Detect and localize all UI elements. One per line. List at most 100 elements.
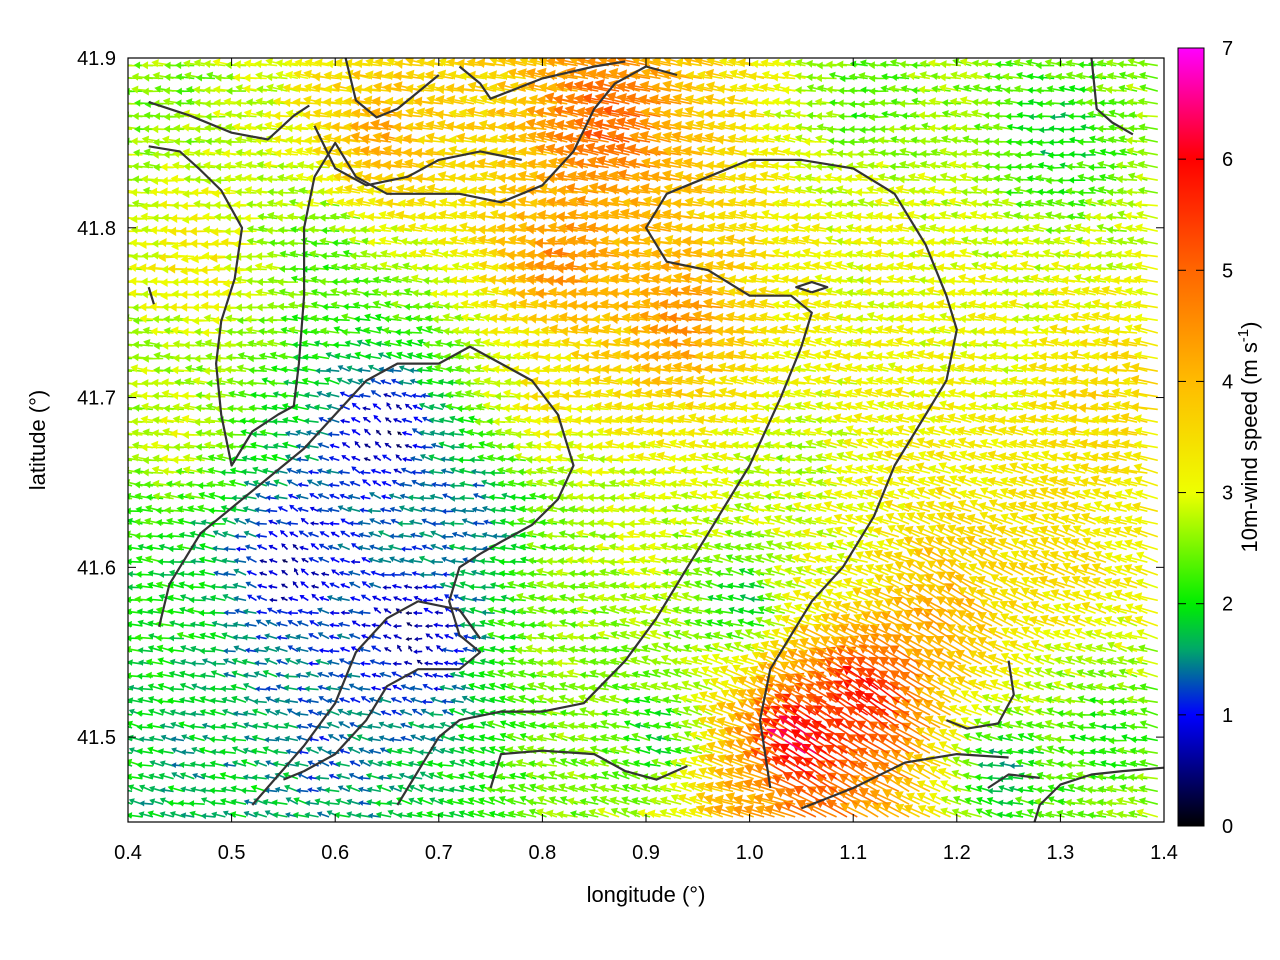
wind-arrow-head — [117, 749, 123, 756]
wind-arrow-shaft — [594, 811, 609, 818]
wind-arrow-head — [610, 758, 618, 766]
wind-arrow-shaft — [606, 773, 620, 780]
wind-arrow-head — [497, 810, 505, 818]
wind-arrow-shaft — [473, 787, 485, 793]
wind-arrow-head — [579, 758, 587, 766]
wind-arrow-head — [526, 771, 534, 780]
wind-arrow-shaft — [801, 789, 827, 805]
wind-arrow-head — [149, 760, 156, 767]
wind-arrow-shaft — [258, 762, 268, 767]
wind-arrow-shaft — [1072, 812, 1086, 818]
wind-arrow-shaft — [360, 814, 371, 818]
wind-arrow-head — [1105, 798, 1113, 807]
wind-arrow-shaft — [433, 713, 443, 716]
wind-arrow-shaft — [1132, 788, 1148, 793]
wind-arrow-shaft — [235, 801, 247, 805]
wind-arrow-head — [976, 785, 983, 792]
wind-arrow-head — [659, 784, 667, 793]
wind-arrow-shaft — [235, 738, 247, 742]
wind-arrow-shaft — [502, 789, 516, 793]
wind-arrow-head — [488, 810, 496, 818]
wind-arrow-head — [190, 786, 197, 793]
wind-arrow-shaft — [864, 751, 889, 767]
wind-arrow-shaft — [172, 787, 185, 793]
wind-arrow-shaft — [464, 761, 475, 767]
wind-arrow-shaft — [1040, 762, 1055, 767]
wind-arrow-head — [713, 804, 724, 815]
wind-arrow-shaft — [442, 814, 454, 818]
wind-arrow-head — [159, 787, 166, 794]
wind-arrow-head — [825, 760, 836, 770]
wind-arrow-head — [367, 759, 374, 766]
wind-arrow-head — [950, 784, 959, 793]
wind-arrow-head — [358, 786, 364, 793]
wind-arrow-head — [242, 774, 249, 781]
wind-arrow-head — [578, 772, 586, 781]
wind-arrow-head — [116, 698, 122, 705]
wind-arrow-shaft — [340, 775, 350, 780]
wind-arrow-head — [997, 799, 1004, 807]
wind-arrow-head — [446, 798, 454, 806]
wind-arrow-head — [659, 808, 668, 817]
wind-arrow-shaft — [666, 799, 682, 805]
wind-arrow-head — [314, 774, 321, 781]
wind-arrow-shaft — [1091, 801, 1107, 805]
wind-arrow-head — [940, 795, 949, 804]
wind-arrow-head — [285, 748, 291, 755]
wind-arrow-shaft — [258, 662, 267, 665]
wind-arrow-head — [559, 796, 567, 803]
wind-arrow-shaft — [1144, 787, 1158, 793]
wind-arrow-shaft — [626, 748, 641, 754]
wind-arrow-head — [621, 759, 629, 767]
wind-arrow-head — [724, 767, 735, 777]
wind-arrow-shaft — [596, 775, 609, 780]
wind-arrow-head — [882, 789, 893, 799]
wind-arrow-head — [406, 811, 413, 819]
wind-arrow-head — [271, 799, 278, 806]
wind-arrow-head — [1076, 797, 1084, 805]
wind-arrow-head — [324, 787, 330, 794]
wind-arrow-shaft — [401, 762, 413, 767]
wind-arrow-shaft — [381, 814, 392, 818]
wind-arrow-shaft — [381, 786, 392, 793]
wind-arrow-shaft — [301, 774, 309, 780]
wind-arrow-shaft — [675, 774, 692, 780]
wind-arrow-head — [219, 798, 227, 805]
wind-arrow-head — [478, 784, 486, 791]
wind-arrow-head — [704, 753, 715, 763]
wind-arrow-head — [1065, 761, 1072, 769]
wind-arrow-shaft — [128, 801, 133, 805]
wind-arrow-head — [112, 506, 119, 514]
wind-arrow-shaft — [800, 760, 827, 780]
wind-arrow-shaft — [216, 813, 226, 818]
wind-arrow-shaft — [340, 763, 350, 767]
wind-arrow-shaft — [911, 755, 931, 767]
wind-arrow-shaft — [329, 802, 340, 805]
wind-arrow-head — [659, 796, 668, 805]
wind-arrow-head — [917, 805, 927, 814]
wind-arrow-head — [664, 759, 671, 767]
wind-arrow-shaft — [967, 812, 982, 818]
wind-arrow-head — [644, 761, 651, 768]
wind-arrow-shaft — [494, 748, 506, 754]
wind-arrow-head — [1045, 758, 1053, 766]
wind-arrow-shaft — [321, 813, 330, 818]
wind-arrow-shaft — [142, 750, 154, 754]
wind-arrow-head — [209, 787, 215, 794]
wind-arrow-head — [548, 796, 556, 804]
wind-arrow-head — [375, 811, 382, 819]
wind-arrow-head — [468, 785, 475, 792]
wind-arrow-head — [515, 758, 524, 767]
wind-arrow-head — [386, 747, 393, 755]
wind-arrow-shaft — [522, 813, 537, 818]
wind-arrow-shaft — [742, 784, 765, 793]
wind-arrow-head — [599, 795, 608, 804]
wind-arrow-head — [682, 746, 690, 754]
wind-arrow-head — [1064, 798, 1072, 807]
wind-arrow-shaft — [447, 662, 454, 665]
wind-arrow-head — [230, 773, 237, 781]
wind-arrow-shaft — [152, 812, 164, 818]
wind-arrow-head — [437, 811, 444, 819]
wind-arrow-shaft — [553, 787, 568, 793]
wind-arrow-shaft — [141, 764, 153, 767]
